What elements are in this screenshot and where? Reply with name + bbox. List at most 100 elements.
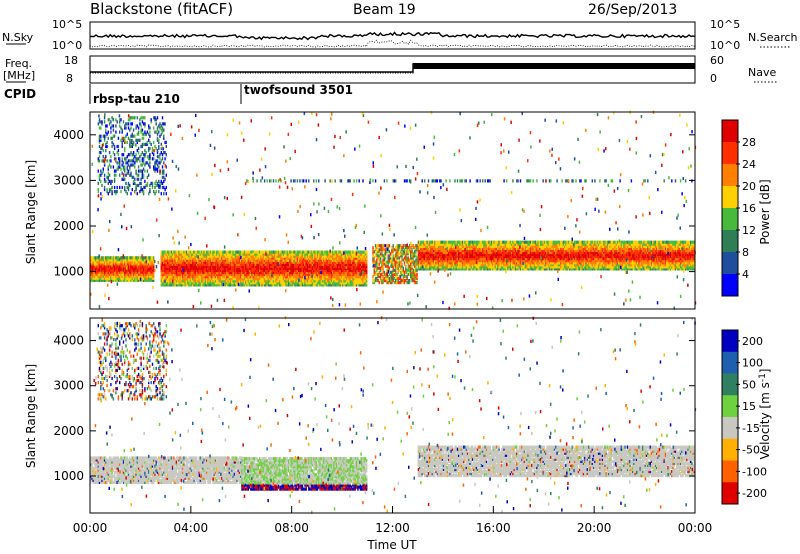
- data-cell: [226, 256, 228, 260]
- data-cell: [224, 279, 227, 283]
- data-cell: [361, 260, 363, 264]
- data-cell: [332, 252, 334, 256]
- data-cell: [324, 268, 326, 273]
- data-cell: [337, 281, 339, 285]
- data-cell: [144, 258, 146, 262]
- data-cell: [289, 275, 291, 279]
- data-cell: [148, 278, 150, 282]
- data-cell: [290, 250, 292, 254]
- data-cell: [96, 268, 98, 272]
- data-cell: [208, 277, 210, 281]
- data-cell: [274, 275, 276, 279]
- data-cell: [139, 272, 141, 276]
- data-cell: [240, 250, 242, 254]
- data-cell: [372, 256, 374, 260]
- data-cell: [248, 262, 251, 266]
- data-cell: [125, 264, 127, 268]
- data-cell: [113, 270, 116, 274]
- data-cell: [294, 250, 296, 254]
- data-cell: [269, 262, 271, 266]
- data-cell: [344, 262, 346, 266]
- data-cell: [144, 276, 146, 280]
- data-cell: [285, 279, 287, 283]
- data-cell: [129, 258, 131, 262]
- data-cell: [198, 277, 200, 281]
- data-cell: [280, 256, 282, 260]
- data-cell: [165, 264, 167, 268]
- data-cell: [211, 258, 213, 262]
- data-cell: [224, 260, 227, 264]
- data-cell: [111, 262, 113, 266]
- data-cell: [125, 278, 127, 282]
- freq-tick-top: 18: [64, 54, 78, 67]
- data-cell: [348, 250, 350, 254]
- data-cell: [212, 281, 214, 285]
- cpid-mode-0: rbsp-tau 210: [93, 92, 180, 106]
- data-cell: [343, 266, 345, 271]
- data-cell: [252, 281, 254, 285]
- data-cell: [188, 279, 190, 283]
- data-cell: [237, 252, 239, 256]
- data-cell: [146, 258, 149, 262]
- data-cell: [174, 273, 176, 277]
- data-cell: [183, 258, 185, 262]
- data-cell: [91, 264, 93, 268]
- data-cell: [93, 276, 96, 280]
- data-cell: [384, 260, 387, 264]
- data-cell: [142, 258, 145, 262]
- data-cell: [169, 256, 171, 260]
- data-cell: [96, 256, 98, 260]
- data-cell: [387, 281, 389, 285]
- data-cell: [320, 275, 323, 279]
- data-cell: [261, 277, 263, 281]
- data-cell: [173, 256, 175, 260]
- data-cell: [361, 258, 363, 262]
- data-cell: [286, 254, 288, 258]
- data-cell: [217, 271, 219, 275]
- data-cell: [182, 250, 184, 254]
- data-cell: [327, 273, 329, 277]
- data-cell: [319, 252, 321, 256]
- data-cell: [206, 254, 208, 258]
- data-cell: [165, 252, 167, 256]
- data-cell: [136, 256, 138, 260]
- data-cell: [148, 270, 150, 274]
- data-cell: [277, 281, 280, 285]
- data-cell: [373, 281, 375, 285]
- data-cell: [174, 264, 176, 268]
- data-cell: [206, 260, 208, 264]
- data-cell: [228, 275, 230, 279]
- data-cell: [289, 266, 291, 271]
- data-cell: [232, 254, 234, 258]
- data-cell: [287, 281, 290, 285]
- data-cell: [347, 268, 349, 273]
- data-cell: [103, 256, 106, 260]
- data-cell: [223, 250, 225, 254]
- data-cell: [272, 275, 275, 279]
- data-cell: [150, 260, 152, 264]
- data-cell: [359, 256, 362, 260]
- data-cell: [219, 266, 222, 271]
- data-cell: [262, 277, 265, 281]
- data-cell: [261, 262, 263, 266]
- data-cell: [238, 273, 241, 277]
- data-cell: [270, 260, 272, 264]
- data-cell: [211, 283, 213, 287]
- data-cell: [289, 256, 291, 260]
- data-cell: [226, 262, 228, 266]
- data-cell: [151, 258, 154, 262]
- data-cell: [195, 260, 198, 264]
- data-cell: [350, 268, 353, 273]
- data-cell: [265, 277, 267, 281]
- data-cell: [233, 266, 236, 271]
- data-cell: [308, 281, 310, 285]
- data-cell: [364, 268, 367, 273]
- data-cell: [161, 262, 164, 266]
- data-cell: [119, 274, 121, 278]
- nave-dense-band: [413, 63, 695, 69]
- data-cell: [140, 262, 142, 266]
- data-cell: [275, 279, 277, 283]
- data-cell: [178, 260, 180, 264]
- data-cell: [315, 262, 317, 266]
- data-cell: [266, 279, 268, 283]
